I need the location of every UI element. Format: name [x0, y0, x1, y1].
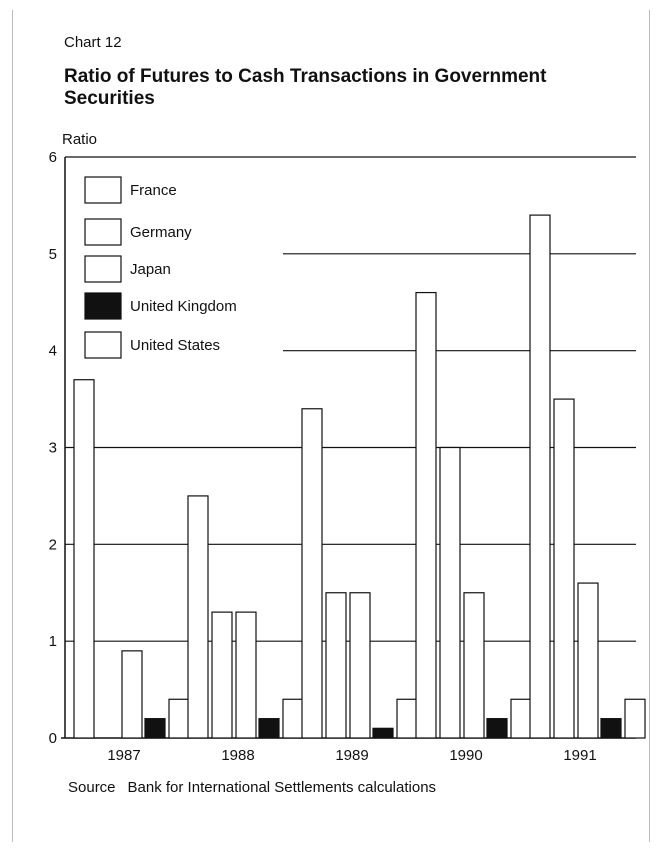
bar-united-kingdom-1990: [486, 718, 508, 739]
bar-germany-1989: [325, 592, 347, 739]
bar-france-1989: [301, 408, 323, 739]
bar-united-kingdom-1987: [144, 718, 166, 739]
bar-france-1991: [529, 214, 551, 739]
legend-label: Germany: [130, 224, 192, 241]
legend-swatch: [84, 255, 122, 283]
bar-united-kingdom-1991: [600, 718, 622, 739]
bar-united-kingdom-1988: [258, 718, 280, 739]
bar-japan-1989: [349, 592, 371, 739]
bar-japan-1987: [121, 650, 143, 739]
legend-label: Japan: [130, 261, 171, 278]
bar-japan-1990: [463, 592, 485, 739]
chart-number: Chart 12: [64, 34, 122, 51]
bar-united-states-1989: [396, 698, 418, 739]
bar-germany-1988: [211, 611, 233, 739]
x-tick-label: 1991: [563, 747, 596, 764]
bar-france-1987: [73, 379, 95, 739]
chart-frame: [12, 10, 650, 842]
x-tick-label: 1990: [449, 747, 482, 764]
source-text: Bank for International Settlements calcu…: [127, 779, 437, 796]
y-tick-label: 0: [49, 730, 57, 747]
x-tick-label: 1987: [107, 747, 140, 764]
bar-united-states-1991: [624, 698, 646, 739]
bar-united-states-1990: [510, 698, 532, 739]
bar-france-1990: [415, 291, 437, 739]
legend-swatch: [84, 218, 122, 246]
legend-label: United Kingdom: [130, 298, 237, 315]
y-tick-label: 4: [49, 343, 57, 360]
bar-japan-1991: [577, 582, 599, 739]
y-tick-label: 6: [49, 149, 57, 166]
legend-label: United States: [130, 337, 220, 354]
bar-germany-1991: [553, 398, 575, 739]
bar-united-states-1988: [282, 698, 304, 739]
x-tick-label: 1988: [221, 747, 254, 764]
bar-united-states-1987: [168, 698, 190, 739]
y-axis-label: Ratio: [62, 131, 98, 148]
y-tick-label: 2: [49, 536, 57, 553]
legend-swatch: [84, 331, 122, 359]
legend-swatch: [84, 292, 122, 320]
bar-france-1988: [187, 495, 209, 739]
y-tick-label: 3: [49, 440, 57, 457]
source-note: Source Bank for International Settlements…: [68, 779, 436, 796]
y-tick-label: 1: [49, 633, 57, 650]
source-label: Source: [68, 779, 116, 796]
chart-title: Ratio of Futures to Cash Transactions in…: [64, 66, 547, 109]
x-tick-label: 1989: [335, 747, 368, 764]
bar-japan-1988: [235, 611, 257, 739]
legend-swatch: [84, 176, 122, 204]
y-tick-label: 5: [49, 246, 57, 263]
bar-united-kingdom-1989: [372, 727, 394, 739]
bar-germany-1990: [439, 446, 461, 739]
legend-label: France: [130, 182, 177, 199]
